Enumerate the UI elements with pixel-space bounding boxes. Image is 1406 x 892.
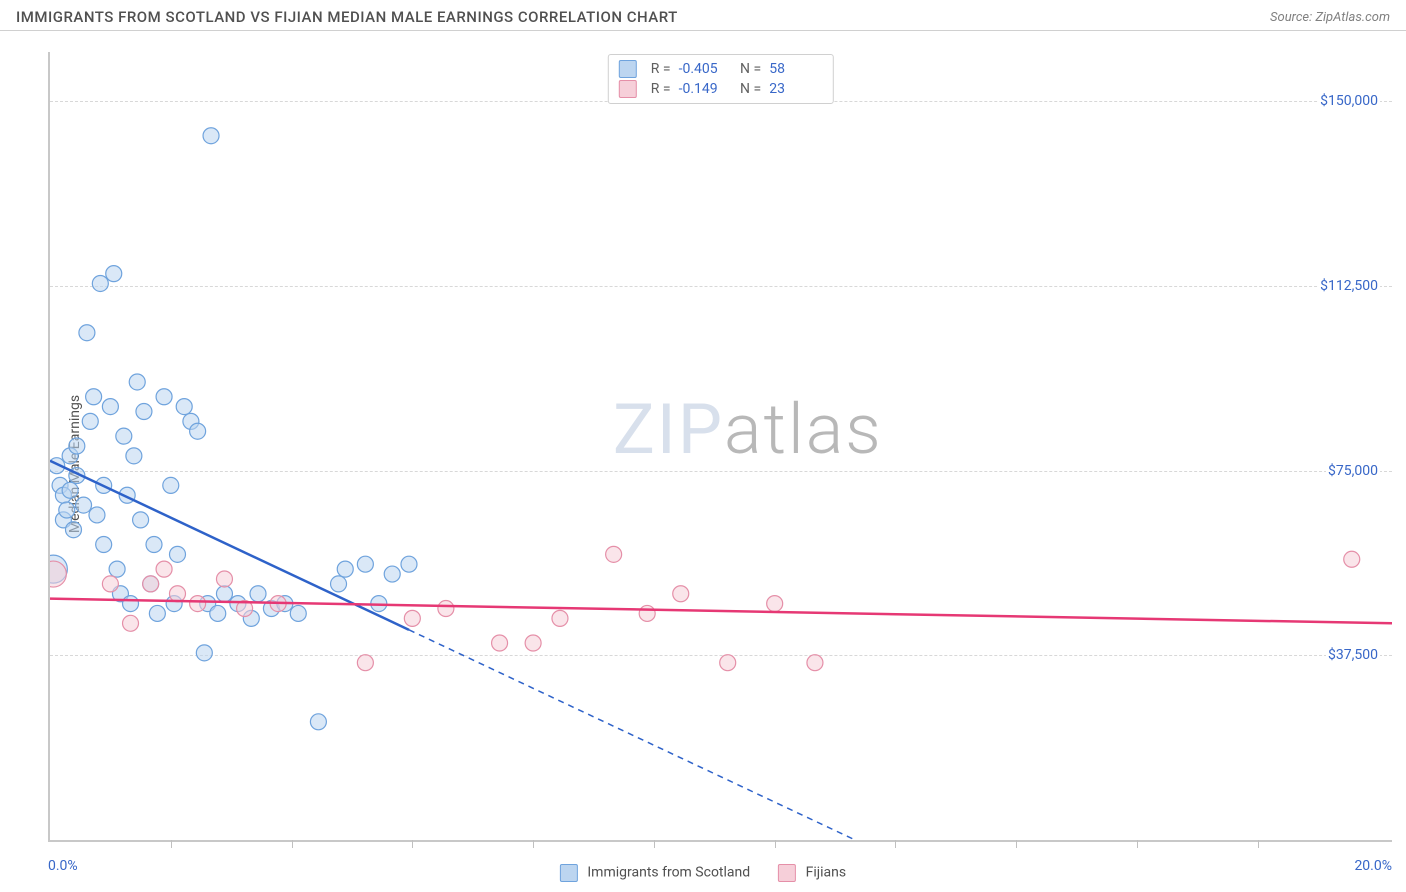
data-point [210,605,226,621]
data-point [146,537,162,553]
series-legend: Immigrants from Scotland Fijians [560,864,846,882]
data-point [123,615,139,631]
legend-item-scotland: Immigrants from Scotland [560,864,750,882]
data-point [62,482,78,498]
data-point [156,561,172,577]
data-point [149,605,165,621]
chart-source: Source: ZipAtlas.com [1270,10,1390,25]
data-point [96,537,112,553]
data-point [136,404,152,420]
plot-region: ZIPatlas R = -0.405 N = 58 R = -0.149 N … [48,52,1392,842]
data-point [606,546,622,562]
data-point [767,596,783,612]
correlation-legend: R = -0.405 N = 58 R = -0.149 N = 23 [608,54,834,104]
data-point [401,556,417,572]
data-point [357,556,373,572]
correlation-row-fijians: R = -0.149 N = 23 [619,79,819,99]
data-point [102,576,118,592]
data-point [331,576,347,592]
data-point [438,601,454,617]
data-point [79,325,95,341]
swatch-icon [619,60,637,78]
data-point [109,561,125,577]
data-point [196,645,212,661]
data-point [216,586,232,602]
data-point [552,610,568,626]
data-point [357,655,373,671]
data-point [525,635,541,651]
swatch-icon [619,80,637,98]
data-point [92,275,108,291]
data-point [1344,551,1360,567]
data-point [126,448,142,464]
data-point [106,266,122,282]
data-point [720,655,736,671]
data-point [807,655,823,671]
data-point [65,522,81,538]
data-point [203,128,219,144]
legend-item-fijians: Fijians [778,864,846,882]
swatch-icon [560,864,578,882]
scatter-svg [50,52,1392,840]
data-point [89,507,105,523]
data-point [404,610,420,626]
data-point [290,605,306,621]
data-point [163,477,179,493]
correlation-row-scotland: R = -0.405 N = 58 [619,59,819,79]
data-point [129,374,145,390]
data-point [176,399,192,415]
data-point [384,566,400,582]
data-point [190,596,206,612]
data-point [310,714,326,730]
data-point [116,428,132,444]
swatch-icon [778,864,796,882]
x-axis-min-label: 0.0% [48,858,78,874]
data-point [250,586,266,602]
data-point [216,571,232,587]
chart-area: Median Male Earnings ZIPatlas R = -0.405… [0,36,1406,892]
data-point [143,576,159,592]
data-point [102,399,118,415]
data-point [673,586,689,602]
data-point [337,561,353,577]
data-point [133,512,149,528]
chart-title: IMMIGRANTS FROM SCOTLAND VS FIJIAN MEDIA… [16,8,678,26]
chart-header: IMMIGRANTS FROM SCOTLAND VS FIJIAN MEDIA… [0,0,1406,31]
data-point [190,423,206,439]
data-point [76,497,92,513]
data-point [156,389,172,405]
data-point [123,596,139,612]
data-point [82,413,98,429]
data-point [69,438,85,454]
data-point [169,586,185,602]
data-point [86,389,102,405]
data-point [492,635,508,651]
data-point [59,502,75,518]
data-point [639,605,655,621]
x-axis-max-label: 20.0% [1354,858,1392,874]
data-point [169,546,185,562]
trend-line-extrapolated [409,630,855,840]
